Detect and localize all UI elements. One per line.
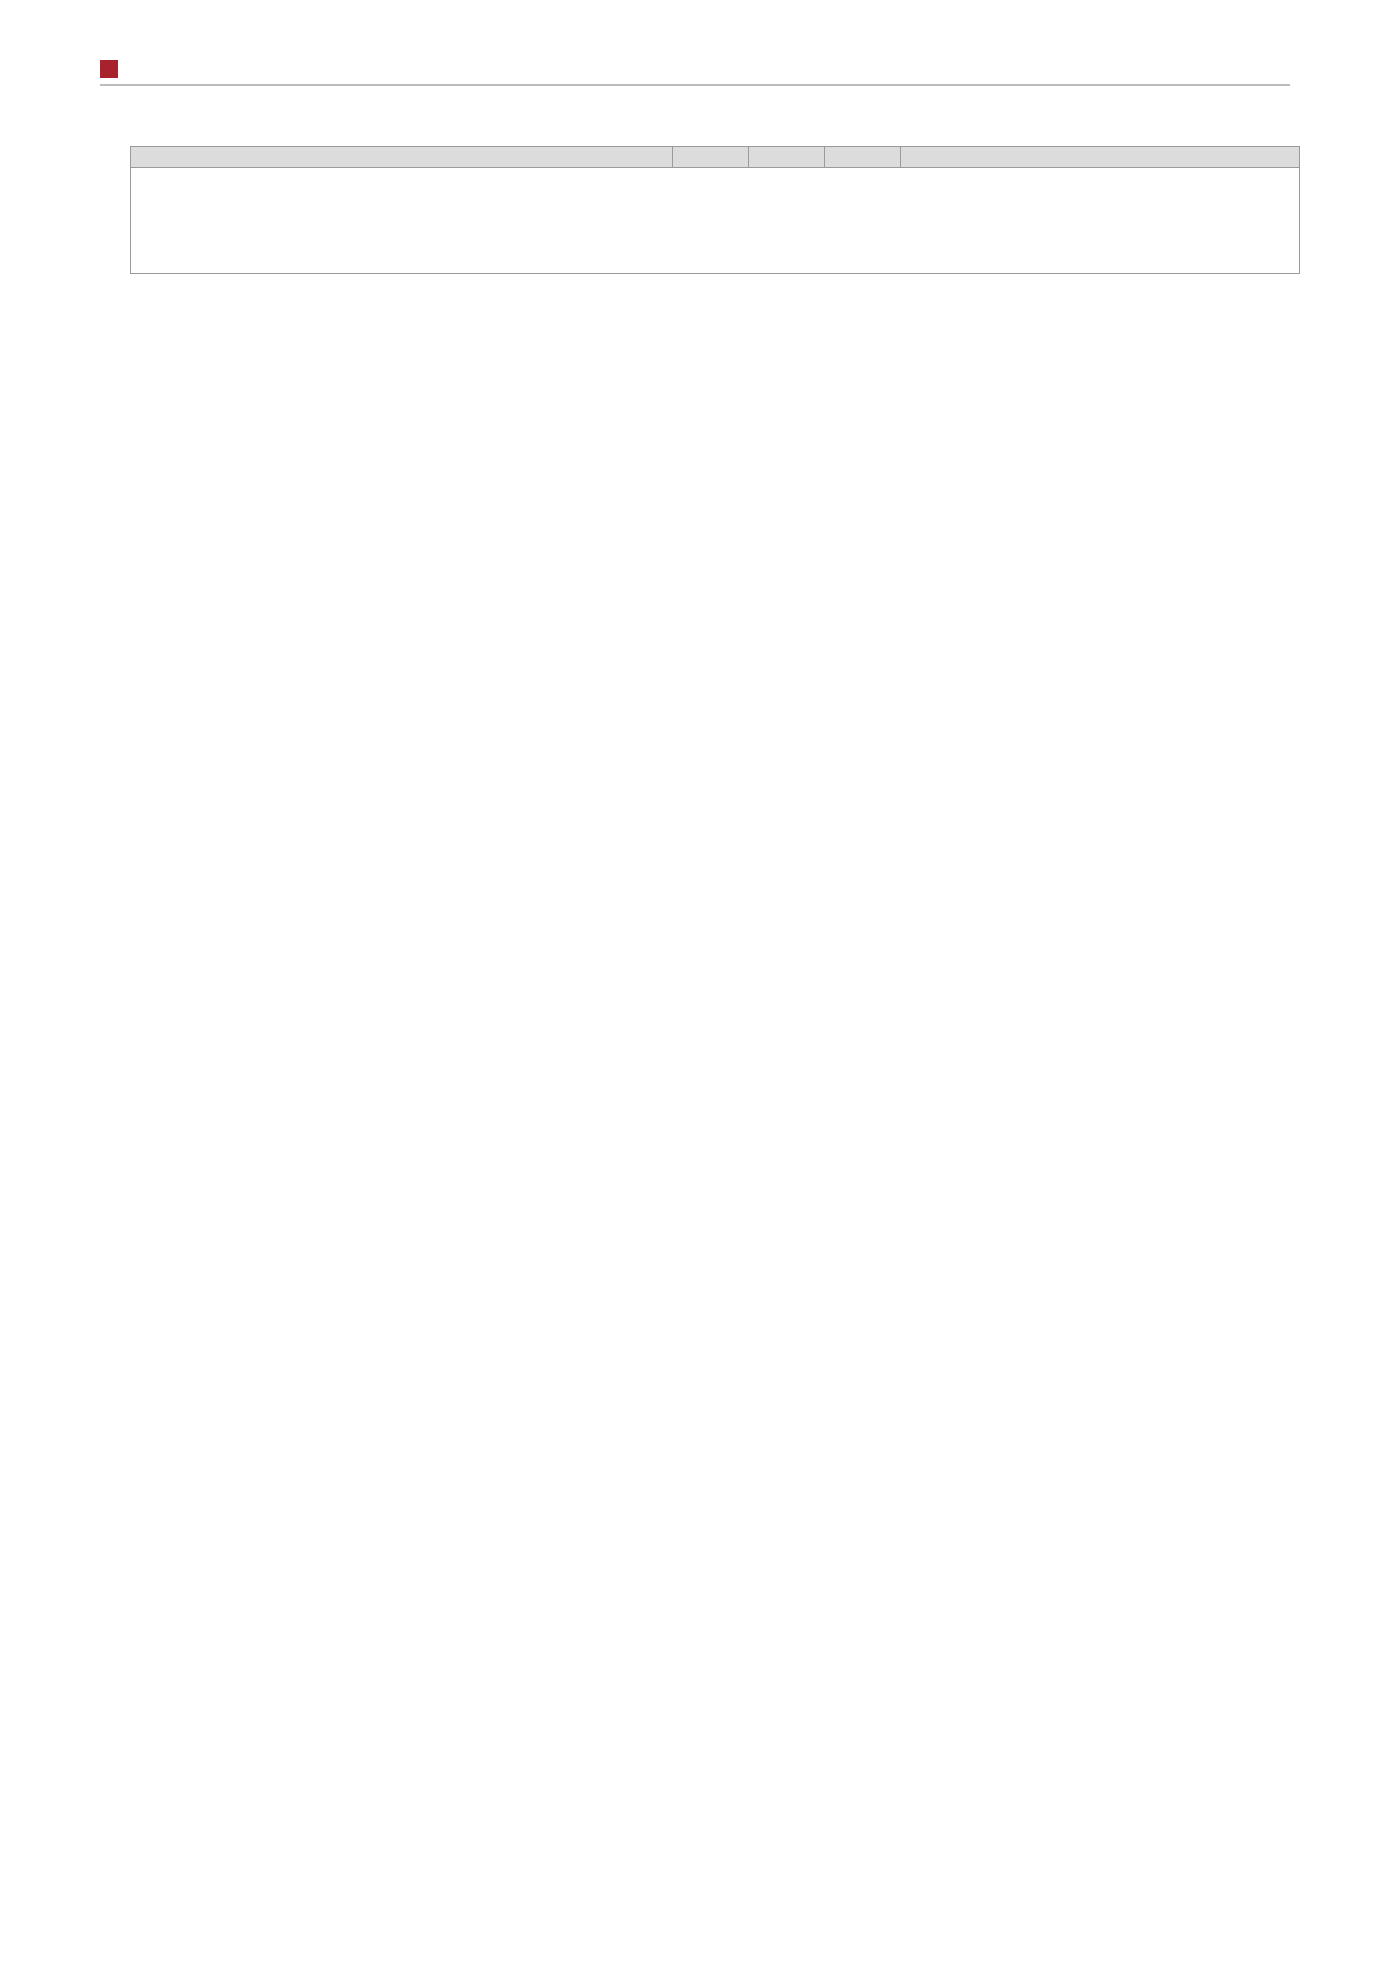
title-underline (100, 84, 1290, 86)
product-table (131, 147, 901, 168)
content (130, 146, 1300, 274)
footnote (921, 198, 1279, 241)
col-header-c (825, 147, 901, 168)
page (0, 0, 1390, 354)
right-body (901, 168, 1299, 273)
title-marker-icon (100, 60, 118, 78)
footnote-text (921, 222, 933, 238)
col-header-b (749, 147, 825, 168)
col-header-name (131, 147, 673, 168)
right-header (901, 147, 1299, 168)
col-header-a (673, 147, 749, 168)
right-column (901, 147, 1299, 273)
left-column (131, 147, 901, 273)
title-row (100, 60, 1290, 78)
